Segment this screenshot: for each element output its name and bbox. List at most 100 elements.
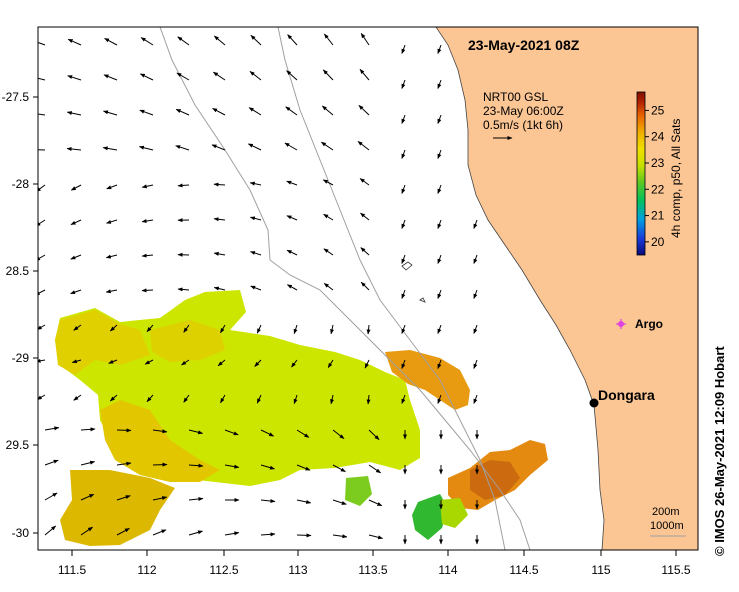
current-arrow xyxy=(286,215,298,221)
current-arrow xyxy=(220,394,226,404)
current-arrow xyxy=(285,106,298,116)
isobath-1000m xyxy=(277,27,506,550)
current-arrow xyxy=(250,285,262,291)
current-arrow xyxy=(183,324,190,333)
current-arrow xyxy=(152,462,168,467)
current-arrow xyxy=(141,288,154,293)
current-arrow xyxy=(360,32,370,46)
current-arrow xyxy=(360,212,370,221)
current-arrow xyxy=(116,428,132,433)
current-arrow xyxy=(70,289,82,295)
current-arrow xyxy=(109,324,118,332)
current-arrow xyxy=(368,464,382,474)
current-arrow xyxy=(296,499,312,504)
current-arrow xyxy=(250,251,262,256)
current-arrow xyxy=(152,429,168,434)
current-arrow xyxy=(38,254,46,261)
current-arrow xyxy=(141,219,154,223)
current-arrow xyxy=(330,394,335,405)
y-tick-label: 28.5 xyxy=(6,264,30,278)
current-arrow xyxy=(296,429,310,438)
current-arrow xyxy=(38,149,46,151)
legend-product: NRT00 GSL xyxy=(483,90,548,104)
current-arrow xyxy=(67,38,82,46)
current-arrow xyxy=(188,496,204,501)
x-tick-label: 115.5 xyxy=(661,563,690,577)
x-tick-label: 115 xyxy=(591,563,610,577)
current-arrow xyxy=(224,531,240,536)
current-arrow xyxy=(224,429,239,436)
credit-text: © IMOS 26-May-2021 12:09 Hobart xyxy=(712,346,727,556)
current-arrow xyxy=(177,36,190,46)
current-arrow xyxy=(473,394,478,404)
current-arrow xyxy=(437,254,442,264)
current-arrow xyxy=(213,35,226,46)
current-arrow xyxy=(116,495,131,501)
current-arrow xyxy=(213,182,226,187)
colorbar-ticks: 25 24 23 22 21 20 xyxy=(645,103,665,249)
y-tick-label: -29 xyxy=(12,351,30,365)
dongara-marker[interactable] xyxy=(589,398,599,408)
colorbar-tick-label: 22 xyxy=(651,182,665,196)
current-arrow xyxy=(175,145,190,151)
current-arrow xyxy=(437,184,442,194)
current-arrow xyxy=(401,324,406,334)
current-arrow xyxy=(286,180,298,186)
current-arrow xyxy=(437,149,442,159)
current-arrow xyxy=(401,359,406,369)
current-arrow xyxy=(106,219,118,224)
current-arrow xyxy=(358,104,370,116)
x-tick-label: 113.5 xyxy=(358,563,387,577)
current-arrow xyxy=(368,534,384,540)
current-arrow xyxy=(401,394,406,404)
current-arrow xyxy=(260,532,276,537)
current-arrow xyxy=(286,249,298,256)
current-arrow xyxy=(152,529,167,536)
argo-label: Argo xyxy=(635,317,663,331)
current-arrow xyxy=(296,533,312,538)
current-arrow xyxy=(323,213,334,221)
current-arrow xyxy=(250,34,262,46)
current-arrow xyxy=(360,281,370,291)
y-tick-label: -30 xyxy=(12,526,30,540)
current-arrow xyxy=(437,219,442,229)
current-arrow xyxy=(368,429,380,441)
dongara-town[interactable]: Dongara xyxy=(589,387,656,408)
current-arrow xyxy=(437,394,442,404)
current-arrow xyxy=(437,44,442,54)
sst-north-warm-patch xyxy=(385,350,470,410)
y-tick-label: -27.5 xyxy=(2,90,30,104)
map-frame xyxy=(37,26,699,551)
current-arrow xyxy=(287,34,298,46)
isobath-200m xyxy=(159,27,531,550)
current-arrow xyxy=(323,282,334,291)
y-tick-label: 29.5 xyxy=(6,438,30,452)
current-arrow xyxy=(73,394,82,401)
current-arrow xyxy=(360,247,370,256)
current-arrow xyxy=(473,219,478,229)
current-arrow xyxy=(73,324,82,331)
current-arrow xyxy=(260,429,275,437)
current-arrow xyxy=(332,534,348,539)
current-arrow xyxy=(70,219,82,226)
current-arrow xyxy=(437,114,442,124)
current-arrow xyxy=(321,105,334,116)
current-arrow xyxy=(437,324,442,334)
current-arrow xyxy=(102,146,118,151)
current-arrow xyxy=(473,359,478,369)
x-axis: 111.5 112 112.5 113 113.5 114 114.5 115 115.5 xyxy=(58,550,691,577)
current-arrow xyxy=(38,289,46,296)
current-arrow xyxy=(401,254,406,264)
current-arrow xyxy=(183,394,190,403)
dongara-label: Dongara xyxy=(598,387,655,403)
current-arrow xyxy=(152,496,168,501)
current-arrow xyxy=(401,289,406,299)
current-arrow xyxy=(473,289,478,299)
current-arrow xyxy=(286,70,298,81)
current-arrow xyxy=(364,359,370,369)
current-arrow xyxy=(324,33,334,46)
argo-float[interactable]: Argo xyxy=(616,317,663,331)
current-arrow xyxy=(80,427,96,432)
y-tick-label: -28 xyxy=(12,177,30,191)
sst-hot-core xyxy=(470,460,520,500)
